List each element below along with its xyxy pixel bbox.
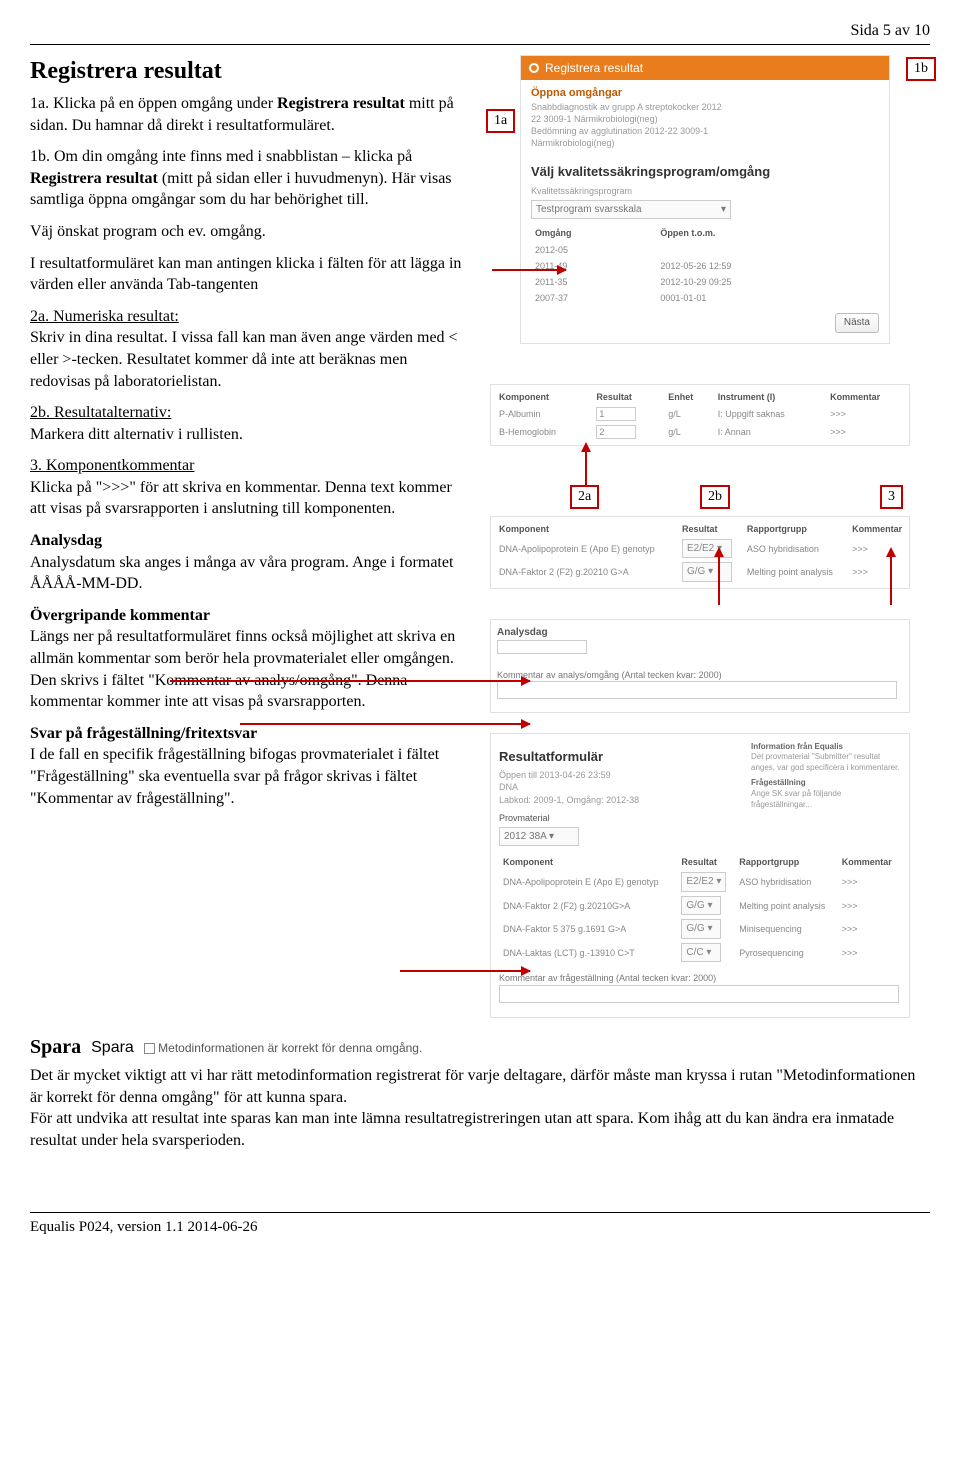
arrow-1a	[492, 269, 566, 271]
mock2-input[interactable]: 2	[596, 425, 636, 439]
page-number: Sida 5 av 10	[30, 20, 930, 45]
mock5-comment-input[interactable]	[499, 985, 899, 1003]
mock4-comment-label: Kommentar av analys/omgång (Antal tecken…	[497, 669, 903, 681]
mock4-comment-input[interactable]	[497, 681, 897, 699]
mock-register-panel: Registrera resultat Öppna omgångar Snabb…	[520, 55, 890, 344]
para-svar: Svar på frågeställning/fritextsvar I de …	[30, 723, 470, 809]
checkbox-icon[interactable]	[144, 1043, 155, 1054]
mock1-line4: Närmikrobiologi(neg)	[531, 137, 879, 149]
mock1-line2: 22 3009-1 Närmikrobiologi(neg)	[531, 113, 879, 125]
page-footer: Equalis P024, version 1.1 2014-06-26	[30, 1212, 930, 1237]
mock1-next-button[interactable]: Nästa	[835, 313, 879, 333]
mock1-line1: Snabbdiagnostik av grupp A streptokocker…	[531, 101, 879, 113]
callout-2b: 2b	[700, 485, 730, 510]
mock1-select[interactable]: Testprogram svarsskala ▾	[531, 200, 731, 220]
mock3-comment-link[interactable]: >>>	[848, 560, 913, 584]
spara-button[interactable]: Spara	[91, 1037, 134, 1059]
mock4-date-input[interactable]	[497, 640, 587, 654]
mock1-line3: Bedömning av agglutination 2012-22 3009-…	[531, 125, 879, 137]
chevron-down-icon: ▾	[721, 203, 726, 217]
mock2-comment-link[interactable]: >>>	[826, 405, 913, 423]
mock1-orange-bar: Registrera resultat	[521, 56, 889, 80]
mock1-open-header: Öppna omgångar	[531, 86, 879, 101]
mock3-select[interactable]: G/G ▾	[682, 562, 732, 582]
section-title: Registrera resultat	[30, 55, 470, 87]
spara-checkbox-label: Metodinformationen är korrekt för denna …	[158, 1041, 422, 1055]
arrow-2a	[585, 450, 587, 485]
mock5-row: DNA-Faktor 2 (F2) g.20210G>AG/G ▾Melting…	[499, 894, 901, 918]
arrow-3	[890, 555, 892, 605]
para-analys: Analysdag Analysdatum ska anges i många …	[30, 530, 470, 595]
mock1-row[interactable]: 2012-05	[531, 242, 879, 258]
spara-section: Spara Spara Metodinformationen är korrek…	[30, 1034, 930, 1151]
para-tab: I resultatformuläret kan man antingen kl…	[30, 253, 470, 296]
para-2b: 2b. Resultatalternativ: Markera ditt alt…	[30, 402, 470, 445]
para-2a: 2a. Numeriska resultat: Skriv in dina re…	[30, 306, 470, 392]
mock1-row[interactable]: 2011-352012-10-29 09:25	[531, 274, 879, 290]
mock5-comment-label: Kommentar av frågeställning (Antal tecke…	[499, 972, 901, 984]
mock3-select[interactable]: E2/E2 ▾	[682, 539, 732, 559]
instruction-text-column: Registrera resultat 1a. Klicka på en öpp…	[30, 55, 470, 1019]
arrow-overgripande	[240, 723, 530, 725]
mock2-row: B-Hemoglobin 2 g/L I: Annan >>>	[495, 423, 913, 441]
para-1a: 1a. Klicka på en öppen omgång under Regi…	[30, 93, 470, 136]
callout-2a: 2a	[570, 485, 599, 510]
arrow-fragestallning	[400, 970, 530, 972]
mock-numeric-table: Komponent Resultat Enhet Instrument (I) …	[490, 384, 910, 446]
arrow-2b	[718, 555, 720, 605]
mock3-row: DNA-Faktor 2 (F2) g.20210 G>A G/G ▾ Melt…	[495, 560, 913, 584]
mock2-input[interactable]: 1	[596, 407, 636, 421]
mock1-row[interactable]: 2011-492012-05-26 12:59	[531, 258, 879, 274]
mock-alternative-table: Komponent Resultat Rapportgrupp Kommenta…	[490, 516, 910, 589]
callout-1b: 1b	[906, 57, 936, 82]
para-choose: Väj önskat program och ev. omgång.	[30, 221, 470, 243]
para-3: 3. Komponentkommentar Klicka på ">>>" fö…	[30, 455, 470, 520]
mock5-h: Resultatformulär	[499, 748, 751, 766]
mock1-sel-label: Kvalitetssäkringsprogram	[531, 185, 879, 197]
callout-3: 3	[880, 485, 903, 510]
para-1b: 1b. Om din omgång inte finns med i snabb…	[30, 146, 470, 211]
mock5-row: DNA-Faktor 5 375 g.1691 G>AG/G ▾Minisequ…	[499, 917, 901, 941]
mock2-row: P-Albumin 1 g/L I: Uppgift saknas >>>	[495, 405, 913, 423]
mock1-th2: Öppen t.o.m.	[656, 225, 879, 241]
mock1-th1: Omgång	[531, 225, 656, 241]
mock-resultform: Resultatformulär Öppen till 2013-04-26 2…	[490, 733, 910, 1018]
callout-1a: 1a	[486, 109, 515, 134]
spara-body: Det är mycket viktigt att vi har rätt me…	[30, 1065, 930, 1151]
mock3-comment-link[interactable]: >>>	[848, 537, 913, 561]
spara-heading: Spara	[30, 1034, 81, 1061]
mock4-h: Analysdag	[497, 626, 903, 640]
circle-icon	[529, 63, 539, 73]
arrow-analysdag	[170, 680, 530, 682]
mock1-row[interactable]: 2007-370001-01-01	[531, 290, 879, 306]
mock-analysdag: Analysdag Kommentar av analys/omgång (An…	[490, 619, 910, 713]
para-over: Övergripande kommentar Längs ner på resu…	[30, 605, 470, 713]
mock5-row: DNA-Laktas (LCT) g.-13910 C>TC/C ▾Pyrose…	[499, 941, 901, 965]
mock5-row: DNA-Apolipoprotein E (Apo E) genotypE2/E…	[499, 870, 901, 894]
mock2-comment-link[interactable]: >>>	[826, 423, 913, 441]
mock1-h2: Välj kvalitetssäkringsprogram/omgång	[531, 163, 879, 181]
screenshot-column: 1a 1b Registrera resultat Öppna omgångar…	[490, 55, 930, 1019]
mock3-row: DNA-Apolipoprotein E (Apo E) genotyp E2/…	[495, 537, 913, 561]
mock5-prov-select[interactable]: 2012 38A ▾	[499, 827, 579, 847]
